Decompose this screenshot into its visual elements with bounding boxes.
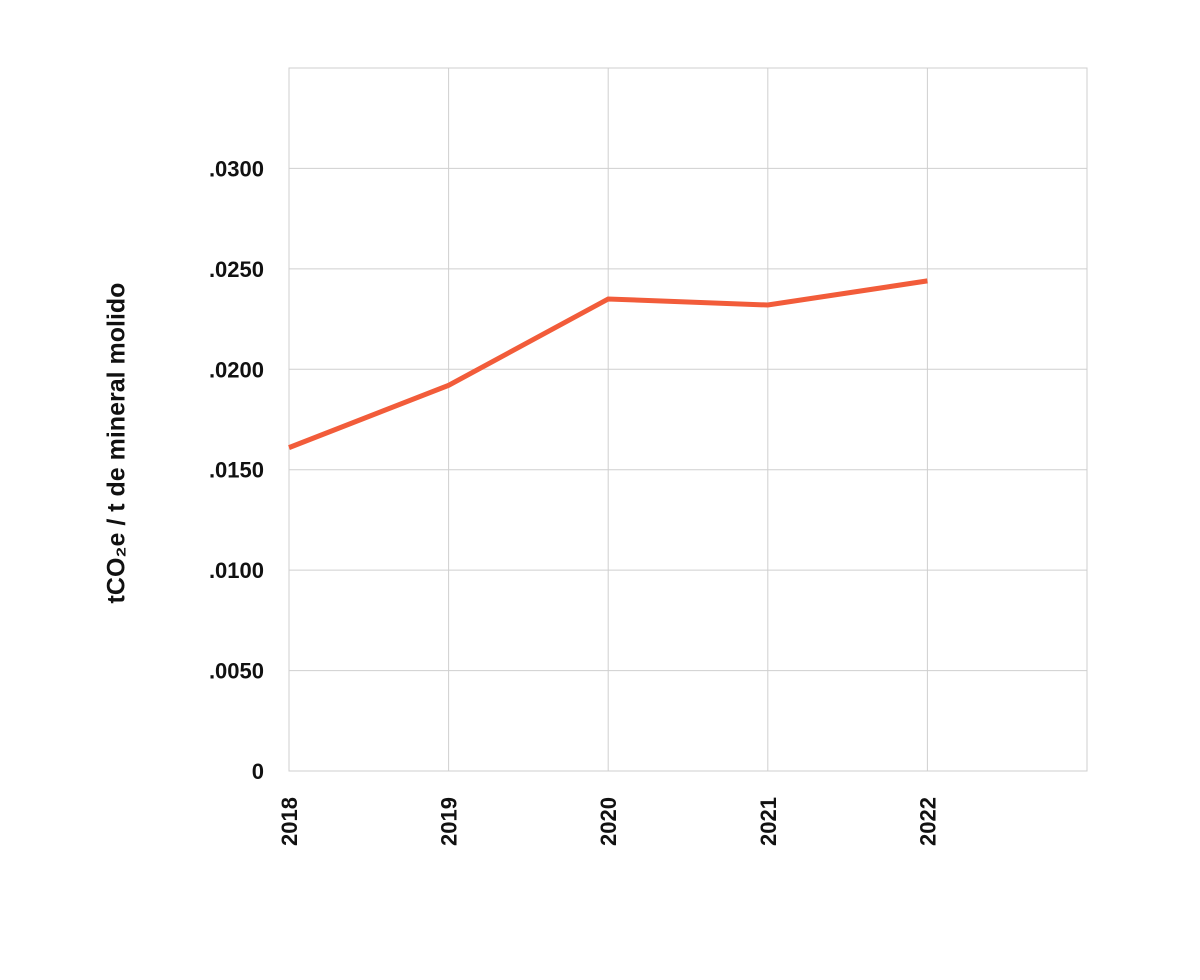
plot-frame — [288, 67, 1088, 772]
data-line — [288, 278, 928, 450]
y-tick-label: .0150 — [209, 458, 264, 483]
x-tick-label: 2018 — [277, 797, 302, 846]
x-tick-label: 2021 — [756, 797, 781, 846]
y-tick-label: .0300 — [209, 156, 264, 181]
y-tick-label: 0 — [252, 759, 264, 784]
x-tick-label: 2020 — [596, 797, 621, 846]
y-tick-label: .0100 — [209, 558, 264, 583]
y-axis-label: tCO₂e / t de mineral molido — [103, 283, 131, 604]
y-tick-label: .0050 — [209, 659, 264, 684]
y-tick-label: .0200 — [209, 357, 264, 382]
y-tick-label: .0250 — [209, 257, 264, 282]
x-tick-label: 2019 — [437, 797, 462, 846]
x-tick-label: 2022 — [915, 797, 940, 846]
